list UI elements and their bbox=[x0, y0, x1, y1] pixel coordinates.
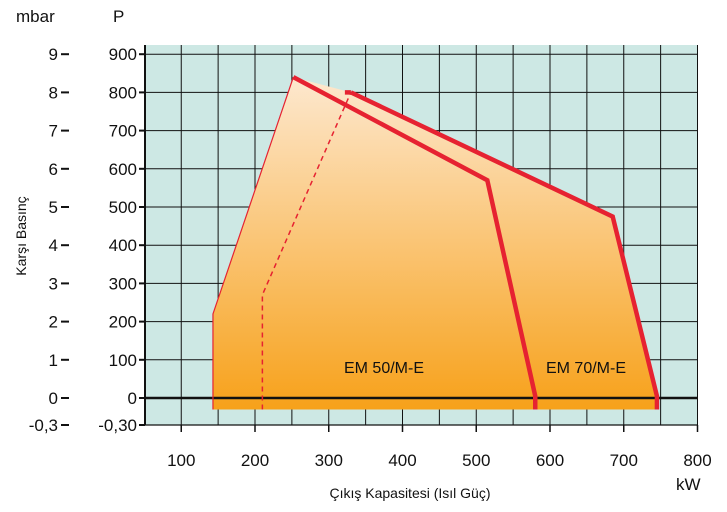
series-line-em50 bbox=[292, 75, 538, 410]
y-tick-label-mbar: 4 bbox=[49, 236, 58, 255]
y-tick-label-mbar: -0,3 bbox=[29, 416, 58, 435]
y-tick-label-mbar: 6 bbox=[49, 160, 58, 179]
common-envelope-line bbox=[212, 76, 294, 410]
y-tick-label-p: 100 bbox=[109, 351, 137, 370]
x-tick-label: 700 bbox=[610, 451, 638, 470]
x-axis-title: Çıkış Kapasitesi (Isıl Güç) bbox=[329, 485, 490, 501]
y-tick-label-mbar: 9 bbox=[49, 45, 58, 64]
x-tick-label: 400 bbox=[388, 451, 416, 470]
y-axis-title: Karşı Basınç bbox=[13, 196, 29, 275]
x-tick-label: 200 bbox=[241, 451, 269, 470]
series-label-em50: EM 50/M-E bbox=[344, 360, 424, 377]
series-label-em70: EM 70/M-E bbox=[546, 360, 626, 377]
y-tick-label-mbar: 0 bbox=[49, 389, 58, 408]
y-tick-label-mbar: 5 bbox=[49, 198, 58, 217]
y-tick-label-p: 300 bbox=[109, 274, 137, 293]
y-unit-mbar: mbar bbox=[16, 7, 55, 26]
y-tick-label-p: 200 bbox=[109, 313, 137, 332]
x-tick-label: 800 bbox=[683, 451, 711, 470]
series-line-em70 bbox=[349, 90, 660, 410]
y-tick-label-p: 0 bbox=[128, 389, 137, 408]
y-tick-label-p: 700 bbox=[109, 122, 137, 141]
y-tick-label-mbar: 8 bbox=[49, 83, 58, 102]
x-tick-label: 600 bbox=[536, 451, 564, 470]
x-unit-kw: kW bbox=[676, 475, 701, 494]
x-tick-label: 300 bbox=[315, 451, 343, 470]
dashed-boundary-line bbox=[261, 92, 352, 410]
y-tick-label-mbar: 7 bbox=[49, 122, 58, 141]
y-tick-label-p: 500 bbox=[109, 198, 137, 217]
x-tick-label: 100 bbox=[167, 451, 195, 470]
y-tick-label-p: 900 bbox=[109, 45, 137, 64]
y-tick-label-mbar: 3 bbox=[49, 274, 58, 293]
y-tick-label-p: -0,30 bbox=[98, 416, 137, 435]
y-tick-label-mbar: 1 bbox=[49, 351, 58, 370]
y-unit-p: P bbox=[113, 7, 124, 26]
area-1 bbox=[212, 77, 657, 410]
y-tick-label-p: 400 bbox=[109, 236, 137, 255]
y-tick-label-p: 600 bbox=[109, 160, 137, 179]
y-tick-label-p: 800 bbox=[109, 83, 137, 102]
x-tick-label: 500 bbox=[462, 451, 490, 470]
y-tick-label-mbar: 2 bbox=[49, 313, 58, 332]
